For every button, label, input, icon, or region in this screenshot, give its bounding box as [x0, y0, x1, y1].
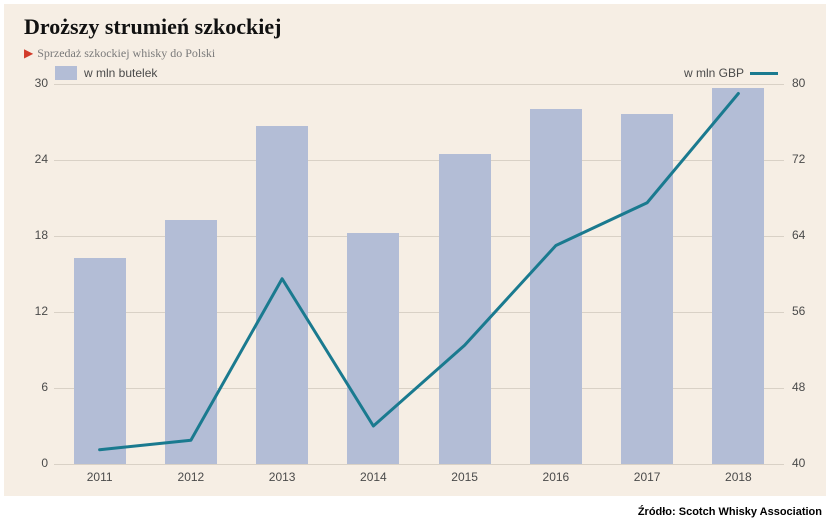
x-tick: 2016	[543, 470, 570, 484]
subtitle-marker-icon: ▶	[24, 46, 33, 60]
gridline	[54, 236, 784, 237]
x-tick: 2018	[725, 470, 752, 484]
subtitle-text: Sprzedaż szkockiej whisky do Polski	[37, 46, 215, 60]
y-left-tick: 6	[24, 380, 48, 394]
bar	[530, 109, 582, 464]
y-right-tick: 80	[792, 76, 805, 90]
y-left-tick: 0	[24, 456, 48, 470]
bar	[347, 233, 399, 464]
legend-line-swatch	[750, 72, 778, 75]
gridline	[54, 84, 784, 85]
bar	[74, 258, 126, 464]
chart-source: Źródło: Scotch Whisky Association	[638, 506, 822, 518]
legend-bar-swatch	[55, 66, 77, 80]
gridline	[54, 312, 784, 313]
bar	[256, 126, 308, 464]
bar	[439, 154, 491, 464]
gridline	[54, 388, 784, 389]
line-layer	[54, 84, 784, 464]
y-left-tick: 18	[24, 228, 48, 242]
bar	[712, 88, 764, 464]
x-tick: 2011	[87, 470, 113, 484]
bar	[165, 220, 217, 464]
legend-line-label: w mln GBP	[684, 66, 744, 80]
x-tick: 2012	[178, 470, 205, 484]
y-right-tick: 72	[792, 152, 805, 166]
y-right-tick: 40	[792, 456, 805, 470]
gridline	[54, 464, 784, 465]
chart-card: Droższy strumień szkockiej ▶ Sprzedaż szk…	[4, 4, 826, 496]
bar	[621, 114, 673, 464]
gridline	[54, 160, 784, 161]
y-left-tick: 30	[24, 76, 48, 90]
x-tick: 2017	[634, 470, 661, 484]
y-left-tick: 12	[24, 304, 48, 318]
source-text: Scotch Whisky Association	[679, 506, 822, 518]
chart-subtitle: ▶ Sprzedaż szkockiej whisky do Polski	[24, 46, 215, 61]
source-prefix: Źródło:	[638, 506, 679, 518]
y-left-tick: 24	[24, 152, 48, 166]
y-right-tick: 48	[792, 380, 805, 394]
x-tick: 2015	[451, 470, 478, 484]
y-right-tick: 56	[792, 304, 805, 318]
x-tick: 2013	[269, 470, 296, 484]
legend-bar-label: w mln butelek	[84, 66, 157, 80]
x-tick: 2014	[360, 470, 387, 484]
y-right-tick: 64	[792, 228, 805, 242]
plot-area: 0406481256186424723080201120122013201420…	[54, 84, 784, 464]
chart-title: Droższy strumień szkockiej	[24, 14, 281, 40]
